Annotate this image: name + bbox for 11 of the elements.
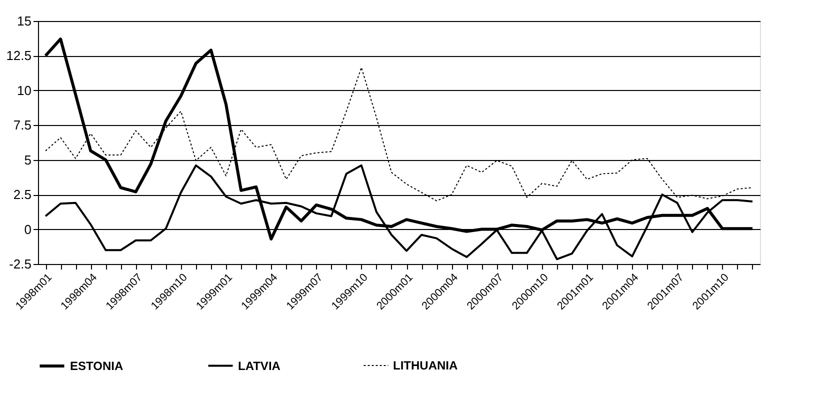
y-tick-label: 15 [17, 14, 32, 28]
legend-label: ESTONIA [70, 359, 124, 373]
legend-label: LITHUANIA [393, 358, 458, 372]
y-tick-label: 7.5 [13, 118, 32, 133]
y-tick-label: 0 [24, 222, 32, 237]
legend-label: LATVIA [238, 358, 281, 373]
y-tick-label: -2.5 [9, 256, 32, 272]
y-tick-label: 2.5 [13, 187, 32, 202]
y-tick-label: 5 [24, 152, 32, 168]
y-tick-label: 10 [17, 82, 32, 98]
y-tick-label: 12.5 [6, 48, 32, 64]
